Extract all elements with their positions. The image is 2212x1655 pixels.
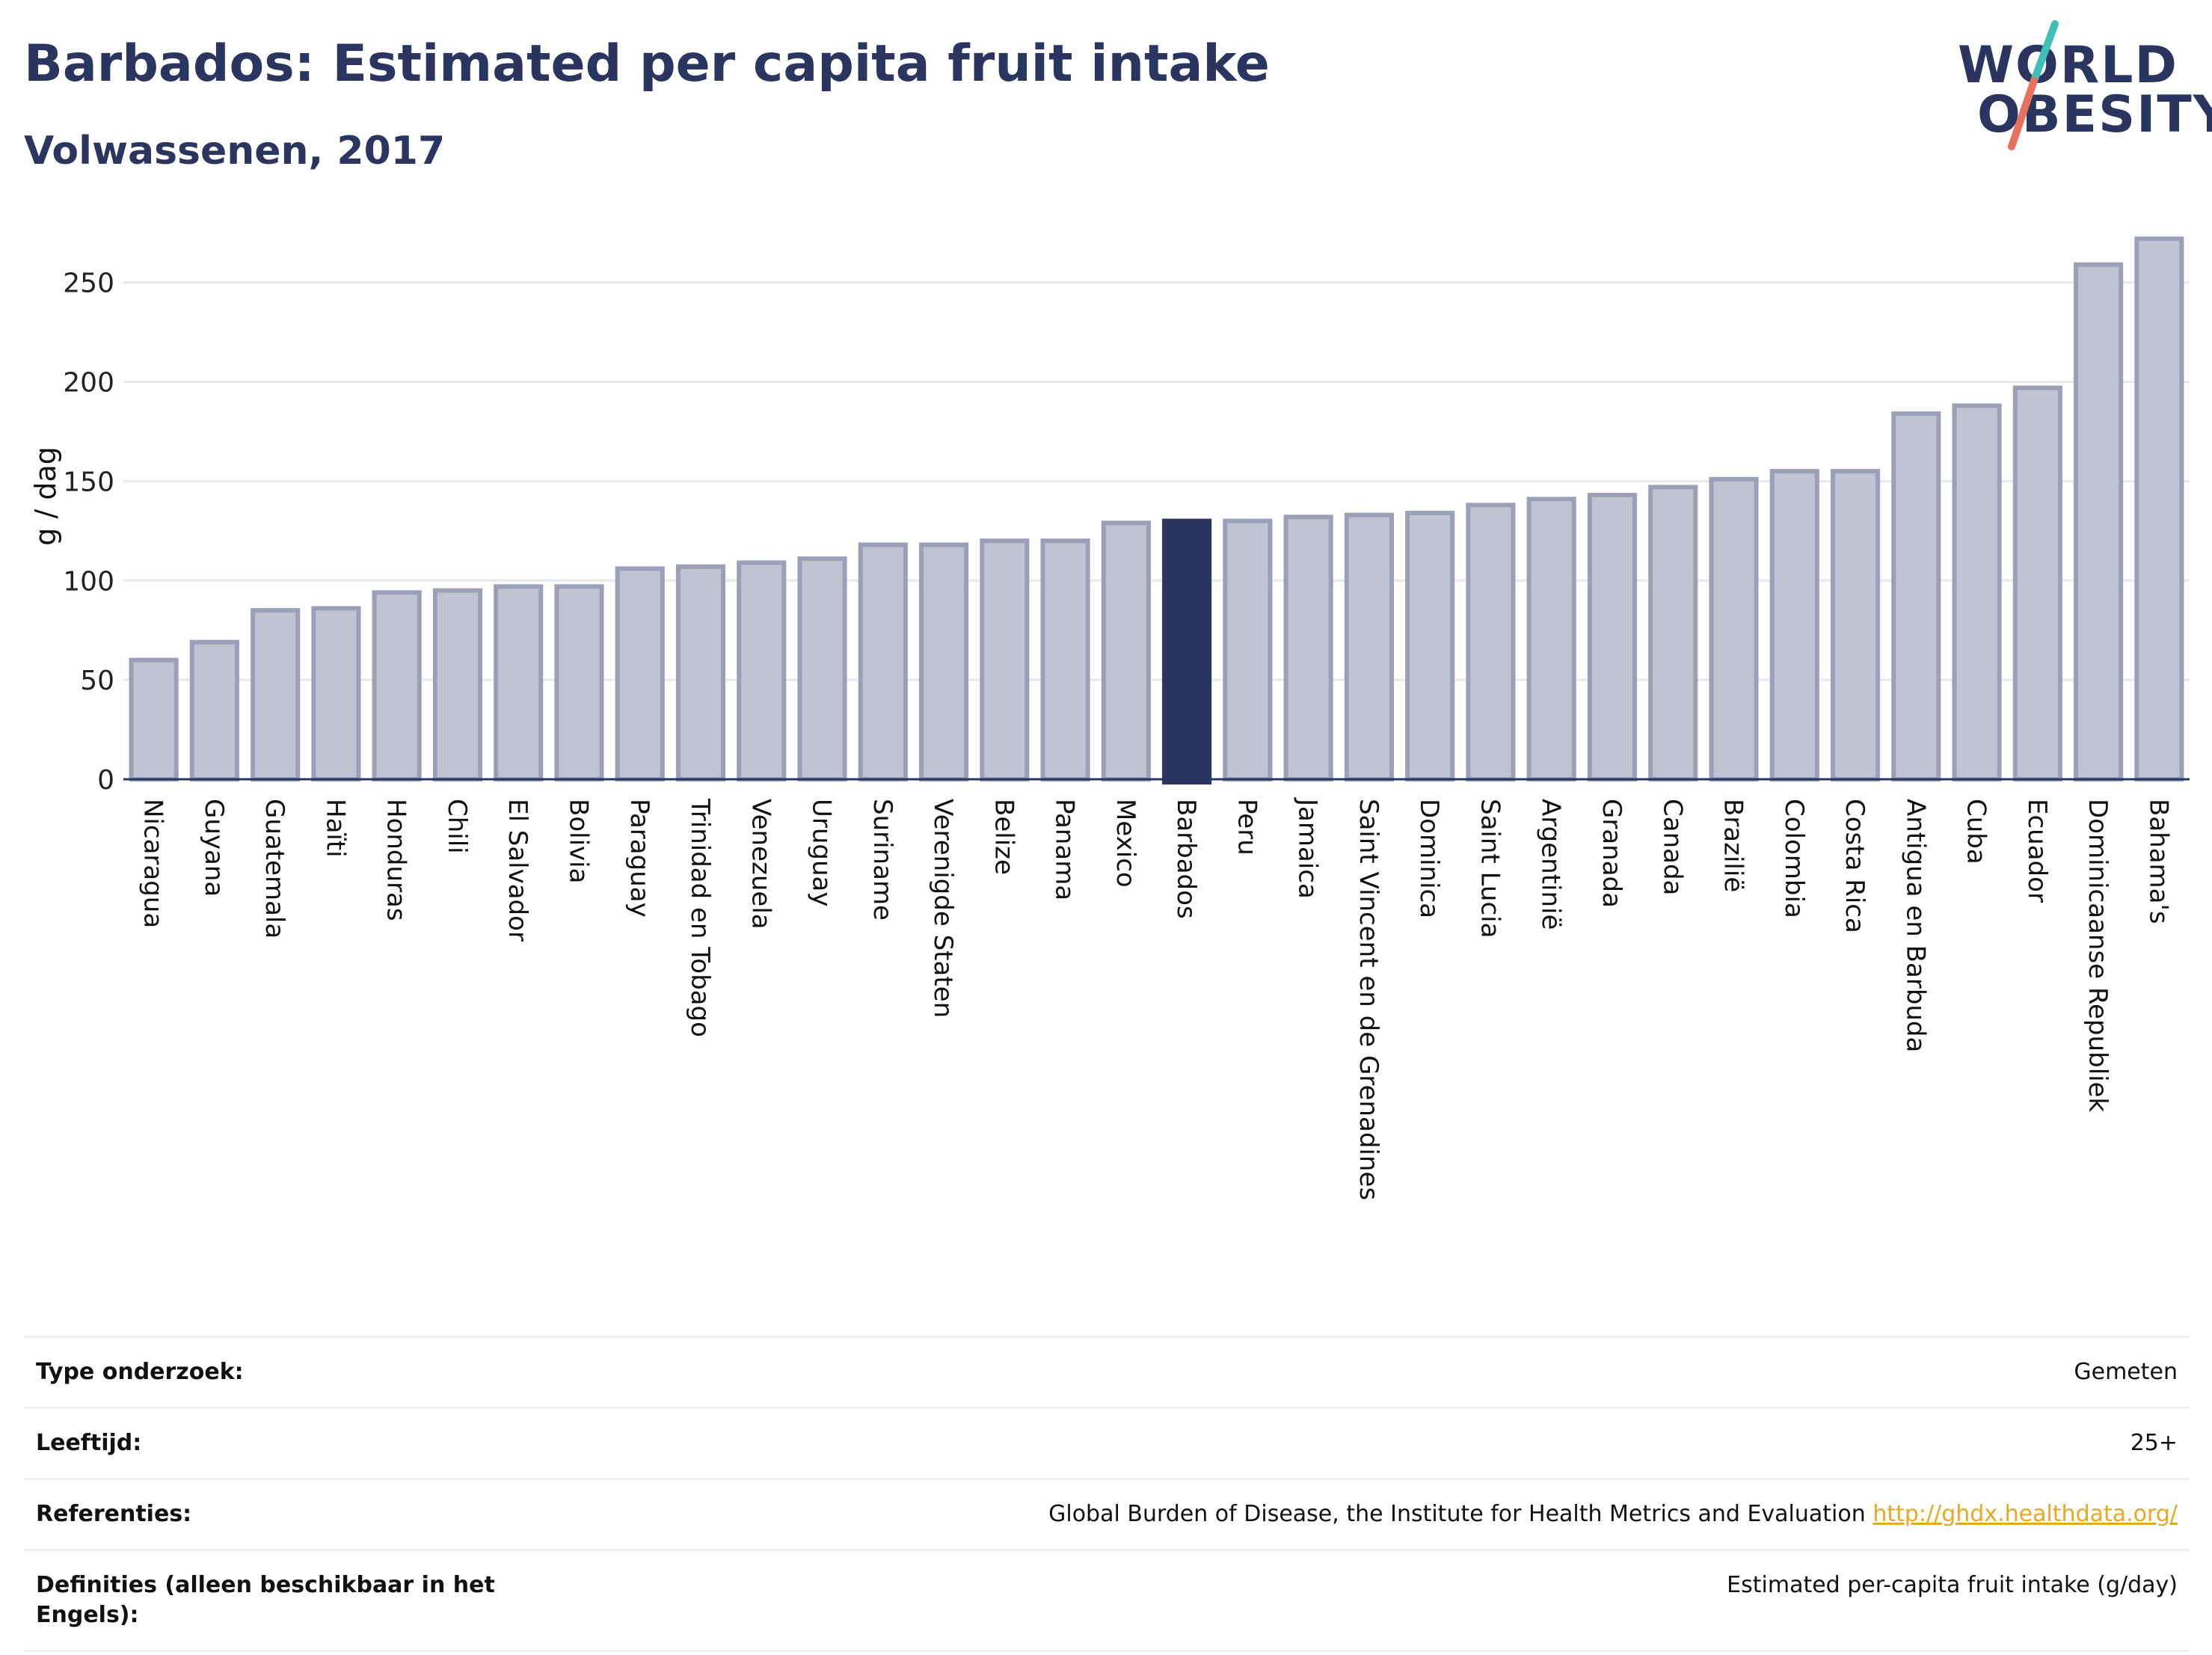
bar — [1344, 512, 1394, 782]
x-tick-label: Nicaragua — [138, 799, 168, 928]
bar — [1648, 485, 1698, 782]
bar — [919, 542, 969, 782]
bar — [1769, 469, 1819, 782]
x-tick-label: Trinidad en Tobago — [685, 798, 715, 1037]
bar — [494, 584, 544, 782]
bar — [797, 556, 847, 782]
bar — [554, 584, 604, 782]
x-tick-label: Chili — [442, 799, 472, 854]
info-row-age: Leeftijd: 25+ — [24, 1407, 2190, 1478]
logo-word-1: WORLD — [1958, 36, 2178, 95]
y-axis-title: g / dag — [29, 446, 62, 546]
x-tick-label: Bolivia — [563, 799, 593, 883]
bar — [675, 564, 726, 782]
bar — [1891, 411, 1941, 782]
bar — [1223, 518, 1273, 782]
x-tick-label: Haïti — [320, 799, 350, 858]
y-tick-label: 250 — [63, 268, 114, 299]
bar — [737, 560, 787, 782]
x-tick-label: Bahama's — [2143, 799, 2173, 924]
x-tick-label: Dominicaanse Republiek — [2083, 799, 2113, 1112]
x-tick-label: Suriname — [867, 799, 897, 921]
x-tick-label: Antigua en Barbuda — [1900, 799, 1930, 1052]
info-value: 25+ — [2130, 1430, 2178, 1456]
bar — [432, 588, 483, 782]
x-tick-label: Uruguay — [807, 799, 837, 907]
bar — [1526, 497, 1576, 782]
y-tick-label: 50 — [80, 666, 114, 696]
bar — [189, 639, 239, 782]
x-tick-label: Costa Rica — [1840, 799, 1870, 933]
x-tick-label: Guyana — [199, 799, 229, 897]
bar-chart: 0 50 100 150 200 250 g / dag Nicaragua Guyana Gua… — [29, 236, 2190, 1200]
y-tick-label: 100 — [63, 566, 114, 597]
chart-subtitle: Volwassenen, 2017 — [24, 129, 446, 174]
x-tick-label: Barbados — [1171, 799, 1201, 919]
info-key: Referenties: — [36, 1501, 192, 1527]
bar — [372, 590, 422, 782]
x-tick-label: Venezuela — [746, 799, 775, 930]
bar — [2074, 262, 2124, 782]
info-key: Leeftijd: — [36, 1430, 142, 1456]
bar — [1587, 493, 1638, 782]
x-tick-label: Saint Vincent en de Grenadines — [1354, 799, 1383, 1200]
bar — [1830, 469, 1881, 782]
info-row-study-type: Type onderzoek: Gemeten — [24, 1336, 2190, 1407]
info-key: Definities (alleen beschikbaar in het En… — [36, 1572, 495, 1628]
bar — [1466, 503, 1516, 782]
x-tick-label: Granada — [1597, 799, 1626, 908]
bar — [1709, 476, 1759, 782]
y-tick-label: 150 — [63, 467, 114, 497]
x-tick-label: Paraguay — [624, 799, 654, 918]
x-tick-label: Verenigde Staten — [928, 799, 958, 1018]
bar — [1952, 403, 2002, 782]
x-tick-label: Canada — [1657, 799, 1687, 895]
x-tick-label: Belize — [989, 799, 1019, 875]
bar — [1283, 515, 1333, 782]
x-tick-label: Peru — [1232, 799, 1262, 856]
bar — [980, 538, 1030, 782]
info-table: Type onderzoek: Gemeten Leeftijd: 25+ Re… — [24, 1336, 2190, 1652]
x-tick-label: Honduras — [381, 799, 411, 921]
x-tick-label: Guatemala — [259, 799, 289, 939]
chart-title: Barbados: Estimated per capita fruit int… — [24, 34, 1270, 93]
x-tick-label: Saint Lucia — [1475, 799, 1505, 938]
bar — [311, 606, 361, 782]
bar — [858, 542, 908, 782]
bar — [251, 608, 301, 782]
info-row-references: Referenties: Global Burden of Disease, t… — [24, 1478, 2190, 1549]
bar — [1101, 521, 1151, 782]
x-tick-label: Dominica — [1414, 799, 1444, 918]
x-tick-label: Ecuador — [2022, 799, 2052, 903]
info-key: Type onderzoek: — [36, 1359, 244, 1385]
bar — [1405, 510, 1455, 782]
x-tick-label: Jamaica — [1293, 797, 1323, 899]
x-tick-label: Colombia — [1779, 799, 1809, 918]
x-tick-label: Argentinië — [1536, 799, 1566, 930]
bar — [1162, 518, 1212, 784]
world-obesity-logo: WORLD OBESITY — [1944, 19, 2212, 162]
y-tick-label: 0 — [97, 765, 114, 796]
info-value: Gemeten — [2074, 1359, 2178, 1385]
x-tick-label: El Salvador — [503, 799, 532, 942]
bar — [2134, 236, 2184, 782]
info-value: Global Burden of Disease, the Institute … — [1048, 1501, 1866, 1527]
info-value: Estimated per-capita fruit intake (g/day… — [1727, 1572, 2178, 1598]
x-tick-label: Cuba — [1961, 799, 1991, 865]
bar — [2012, 385, 2062, 782]
x-tick-label: Mexico — [1110, 799, 1140, 888]
y-tick-label: 200 — [63, 368, 114, 399]
info-row-definitions: Definities (alleen beschikbaar in het En… — [24, 1549, 2190, 1652]
x-tick-label: Brazilië — [1718, 799, 1748, 892]
logo-slash-icon — [2008, 20, 2059, 150]
reference-link[interactable]: http://ghdx.healthdata.org/ — [1872, 1501, 2178, 1527]
bar — [615, 566, 665, 782]
bar — [1040, 538, 1090, 782]
x-tick-label: Panama — [1050, 799, 1080, 900]
bar — [129, 657, 179, 782]
